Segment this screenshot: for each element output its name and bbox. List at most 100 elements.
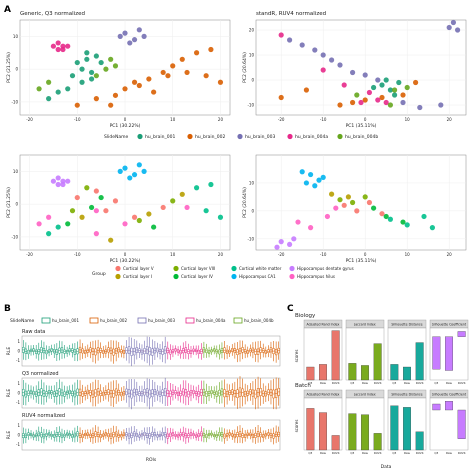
data-point <box>146 211 152 217</box>
y-axis-label: scores <box>294 350 299 363</box>
x-tick-label: -20 <box>26 117 33 122</box>
legend-label: Hippocampus CA1 <box>239 274 276 279</box>
data-point <box>65 86 71 92</box>
bar <box>361 414 369 451</box>
data-point <box>151 89 157 95</box>
x-tick-label: RUV4 <box>374 451 382 455</box>
scatter-plot-q3-group: -20 -10 0 10 20 10 0 -10 PC1 (30.22%) PC2 (21.25%… <box>6 154 231 264</box>
data-point <box>112 198 119 204</box>
data-point <box>387 216 393 222</box>
x-tick-label: Raw <box>362 381 369 385</box>
data-point <box>203 73 209 79</box>
data-point <box>136 82 142 89</box>
x-tick-label: RUV4 <box>458 451 466 455</box>
x-tick-label: 10 <box>405 252 411 257</box>
data-point <box>136 217 142 224</box>
data-point <box>387 87 393 93</box>
data-point <box>320 67 326 73</box>
data-point <box>55 224 61 230</box>
data-point <box>316 177 322 183</box>
data-point <box>65 178 71 184</box>
data-point <box>108 56 114 62</box>
data-point <box>93 53 99 59</box>
y-axis-label: scores <box>294 420 299 433</box>
x-tick-label: RUV4 <box>374 381 382 385</box>
bar <box>331 330 340 381</box>
data-point <box>308 171 314 178</box>
y-tick-label: 20 <box>249 28 255 33</box>
x-axis-label: PC1 (30.22%) <box>110 258 141 264</box>
data-point <box>46 214 52 220</box>
data-point <box>303 87 309 93</box>
data-point <box>84 56 90 62</box>
data-point <box>438 102 444 108</box>
data-point <box>127 40 133 46</box>
data-point <box>160 69 166 76</box>
data-point <box>112 63 119 69</box>
y-tick-label: -1 <box>16 442 20 447</box>
data-point <box>446 24 452 31</box>
facet-title: Adjusted Rand Index <box>307 323 340 327</box>
legend-label: hu_brain_003 <box>245 134 275 140</box>
data-point <box>379 211 385 217</box>
x-tick-label: RUV4 <box>416 381 424 385</box>
data-point <box>450 19 456 26</box>
x-tick-label: 20 <box>447 252 453 257</box>
data-point <box>93 231 99 237</box>
data-point <box>193 185 200 191</box>
x-tick-label: -10 <box>74 252 81 257</box>
y-axis-label: RLE <box>6 431 12 440</box>
rle-boxplot-panel: SlideName hu_brain_001 hu_brain_002 hu_brai… <box>6 317 281 463</box>
data-point <box>320 52 326 58</box>
data-point <box>103 66 109 72</box>
data-point <box>303 180 309 186</box>
data-point <box>127 175 133 181</box>
data-point <box>170 198 176 204</box>
data-point <box>74 59 80 66</box>
data-point <box>65 221 71 227</box>
plot-area <box>255 19 467 116</box>
data-point <box>60 46 66 53</box>
y-tick-label: 10 <box>13 169 19 174</box>
x-tick-label: Q3 <box>392 381 396 385</box>
x-tick-label: -10 <box>74 117 81 122</box>
bar <box>348 413 357 451</box>
x-tick-label: Q3 <box>350 381 354 385</box>
legend-swatch <box>89 317 99 324</box>
data-point <box>46 96 52 102</box>
bar <box>319 412 327 451</box>
data-point <box>36 86 42 92</box>
data-point <box>79 66 85 72</box>
x-tick-label: 10 <box>170 252 176 257</box>
data-point <box>299 42 305 48</box>
x-tick-label: -20 <box>278 252 285 257</box>
facet-title: Jaccard Index <box>353 323 376 327</box>
data-point <box>350 99 356 106</box>
data-point <box>366 199 372 206</box>
subplot-title: Q3 normalized <box>22 371 59 377</box>
x-tick-label: Raw <box>320 381 327 385</box>
bar <box>348 363 357 381</box>
data-point <box>362 97 368 103</box>
bar <box>415 431 424 451</box>
data-point <box>392 87 398 93</box>
x-tick-label: Raw <box>446 381 453 385</box>
x-tick-label: -10 <box>320 252 327 257</box>
y-axis-label: PC2 (20.64%) <box>242 187 248 218</box>
data-point <box>88 76 95 82</box>
y-axis-label: PC2 (21.25%) <box>6 187 12 218</box>
row-title: Batch <box>295 383 311 389</box>
data-point <box>74 102 80 108</box>
x-tick-label: Raw <box>404 451 411 455</box>
subplot-title: Raw data <box>22 329 45 335</box>
data-point <box>117 168 123 174</box>
data-point <box>151 224 157 230</box>
data-point <box>400 219 406 225</box>
data-point <box>50 43 57 49</box>
y-tick-label: -10 <box>11 234 18 239</box>
legend-label: hu_brain_002 <box>195 134 225 140</box>
data-point <box>362 194 368 200</box>
legend-swatch <box>187 133 193 140</box>
data-point <box>341 202 347 208</box>
